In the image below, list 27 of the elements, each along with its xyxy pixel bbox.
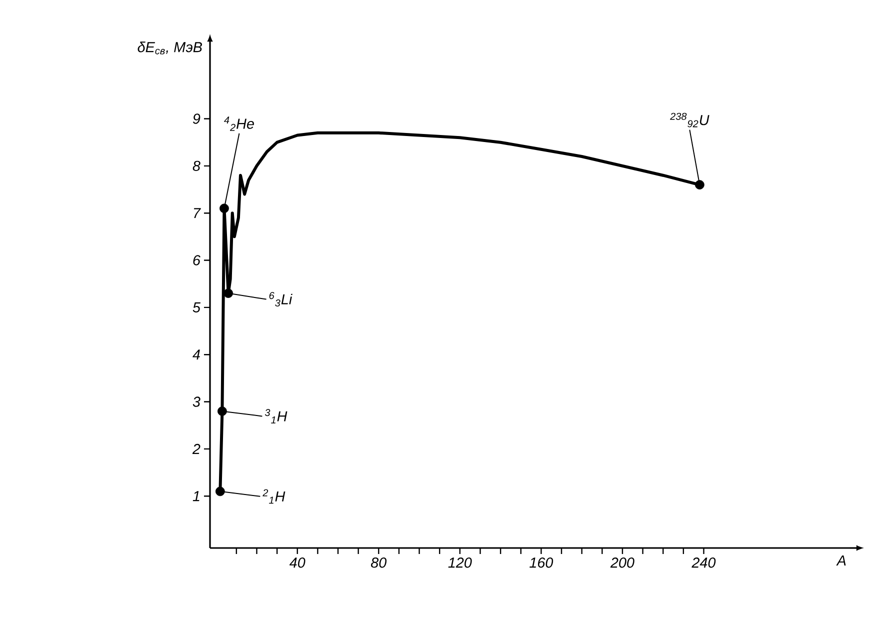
annotation: 238$_{92}$U <box>670 112 710 128</box>
point <box>215 486 225 496</box>
x-tick-label: 80 <box>371 558 387 568</box>
y-tick-label: 8 <box>192 160 200 172</box>
point <box>217 406 227 416</box>
y-tick-label: 5 <box>192 302 201 312</box>
x-tick-label: 120 <box>448 558 472 568</box>
y-tick-label: 9 <box>192 114 200 124</box>
point <box>224 288 233 298</box>
annotation: 6$_{3}$Li <box>269 292 292 307</box>
y-tick-label: 6 <box>193 255 200 266</box>
point <box>220 204 229 214</box>
y-axis-title: δE$_{св}$, МэВ <box>138 42 202 54</box>
annotation: 2$_{1}$H <box>262 489 286 504</box>
annotation: 3$_{1}$H <box>264 409 288 424</box>
y-tick-label: 2 <box>192 444 200 454</box>
y-tick-label: 1 <box>192 491 200 502</box>
y-tick-label: 7 <box>194 208 201 218</box>
x-axis-title: A <box>836 556 846 566</box>
x-tick-label: 200 <box>610 558 634 568</box>
x-tick-label: 160 <box>530 558 554 568</box>
x-tick-label: 240 <box>692 558 716 568</box>
x-tick-label: 40 <box>289 558 306 568</box>
point <box>694 180 704 190</box>
y-tick-label: 3 <box>192 396 200 407</box>
y-tick-label: 4 <box>192 350 200 360</box>
annotation: 4$_{2}$He <box>224 116 254 131</box>
